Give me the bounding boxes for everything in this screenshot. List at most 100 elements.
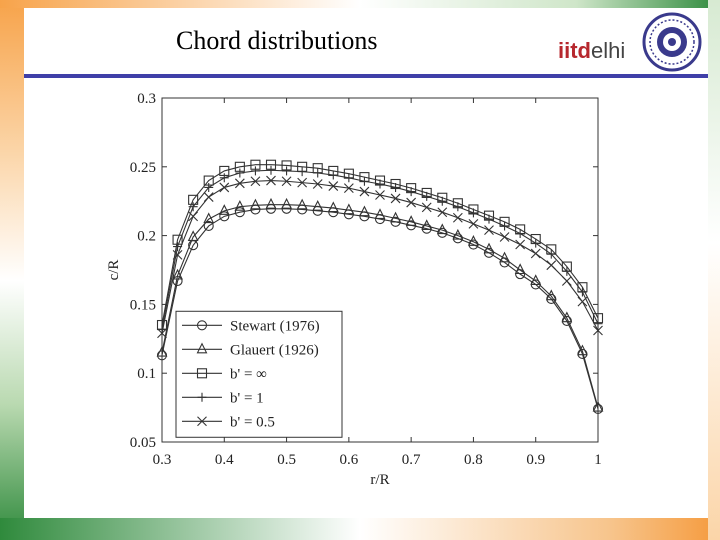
slide-border-bottom xyxy=(0,518,720,540)
series-2-point xyxy=(203,212,215,224)
series-5-point xyxy=(561,276,572,286)
series-2-point xyxy=(218,204,230,215)
series-5-point xyxy=(172,249,183,260)
x-tick-label: 0.9 xyxy=(526,452,545,468)
series-5-point xyxy=(515,239,526,250)
series-5-point xyxy=(297,177,308,188)
logo-text-part1: iitd xyxy=(558,38,591,63)
series-5-point xyxy=(484,225,494,235)
series-5-point xyxy=(250,176,261,187)
series-4-point xyxy=(577,287,587,297)
series-2-point xyxy=(421,219,433,231)
series-2-point xyxy=(390,211,401,223)
series-5-point xyxy=(359,186,370,197)
series-5-point xyxy=(577,296,588,307)
x-tick-label: 0.5 xyxy=(277,452,296,468)
series-2-point xyxy=(405,215,417,226)
legend-marker-4 xyxy=(197,392,207,402)
series-2-point xyxy=(156,345,168,357)
x-tick-label: 0.6 xyxy=(339,452,358,468)
series-5-point xyxy=(437,207,448,218)
series-5-point xyxy=(203,192,214,202)
series-5-point xyxy=(312,179,323,189)
y-tick-label: 0.2 xyxy=(137,229,156,245)
series-5-point xyxy=(499,232,510,242)
series-2-point xyxy=(499,251,510,263)
series-2-point xyxy=(577,344,588,356)
series-2-point xyxy=(374,208,386,220)
series-line-1 xyxy=(161,208,599,410)
series-4-point xyxy=(453,202,463,212)
series-5-point xyxy=(452,212,463,223)
series-2-point xyxy=(592,400,604,412)
series-2-point xyxy=(483,242,495,254)
series-2-point xyxy=(452,228,464,240)
slide-border-top xyxy=(0,0,720,8)
y-tick-label: 0.25 xyxy=(130,160,156,176)
series-2-point xyxy=(436,223,448,235)
legend-entry-2: Glauert (1926) xyxy=(230,342,319,358)
series-5-point xyxy=(468,219,479,229)
legend-marker-2 xyxy=(196,342,208,354)
series-5-point xyxy=(593,325,603,336)
series-5-point xyxy=(266,175,276,186)
series-2-point xyxy=(250,198,261,210)
series-5-point xyxy=(328,181,339,191)
series-5-point xyxy=(530,248,541,259)
series-4-point xyxy=(266,165,276,175)
series-4-point xyxy=(344,173,354,183)
series-4-point xyxy=(235,168,245,178)
series-2-point xyxy=(545,289,557,301)
series-4-point xyxy=(188,202,198,212)
series-4-point xyxy=(406,187,416,197)
series-4-point xyxy=(375,179,385,189)
x-tick-label: 0.8 xyxy=(464,452,483,468)
iitdelhi-logo: iitdelhi xyxy=(558,38,625,64)
legend-entry-1: Stewart (1976) xyxy=(230,318,320,334)
x-tick-label: 0.7 xyxy=(402,452,421,468)
series-4-point xyxy=(468,208,478,218)
logo-text-part2: elhi xyxy=(591,38,626,63)
series-4-point xyxy=(437,196,447,206)
series-2-point xyxy=(312,199,324,211)
series-4-point xyxy=(359,176,369,186)
series-4-point xyxy=(531,238,541,248)
series-4-point xyxy=(250,166,260,176)
series-2-point xyxy=(296,198,308,210)
series-4-point xyxy=(500,221,510,231)
series-5-point xyxy=(406,197,417,208)
series-5-point xyxy=(375,190,385,200)
series-2-point xyxy=(327,201,339,213)
series-5-point xyxy=(421,202,432,213)
series-1-point xyxy=(203,220,214,232)
legend-entry-4: b' = 1 xyxy=(230,390,264,406)
legend-box xyxy=(175,310,343,438)
series-4-point xyxy=(391,182,401,192)
y-tick-label: 0.3 xyxy=(137,91,156,107)
series-5-point xyxy=(234,178,245,189)
series-4-point xyxy=(546,249,556,259)
y-tick-label: 0.15 xyxy=(130,297,156,313)
y-tick-label: 0.1 xyxy=(137,366,156,382)
series-2-point xyxy=(281,197,292,209)
series-5-point xyxy=(188,211,199,222)
legend-entry-5: b' = 0.5 xyxy=(230,414,275,430)
series-4-point xyxy=(297,167,307,177)
chord-distribution-chart: 0.3 0.4 0.5 0.6 0.7 0.8 0.9 1 0.05 0.1 0.15 0.2 0.25… xyxy=(106,91,604,488)
legend-entry-3: b' = ∞ xyxy=(230,366,267,382)
y-axis-label: c/R xyxy=(106,260,122,281)
series-1-point xyxy=(219,211,230,222)
series-4-point xyxy=(484,214,494,224)
x-axis-label: r/R xyxy=(370,472,389,488)
series-4-point xyxy=(562,266,572,276)
x-tick-label: 0.4 xyxy=(215,452,234,468)
series-2-point xyxy=(561,311,573,323)
series-4-point xyxy=(328,170,338,180)
title-underline xyxy=(24,74,708,78)
series-2-point xyxy=(187,230,199,242)
series-5-point xyxy=(281,176,292,187)
series-1-point xyxy=(234,207,245,218)
series-5-point xyxy=(390,193,401,204)
series-5-point xyxy=(157,328,167,339)
y-tick-label: 0.05 xyxy=(130,435,156,451)
